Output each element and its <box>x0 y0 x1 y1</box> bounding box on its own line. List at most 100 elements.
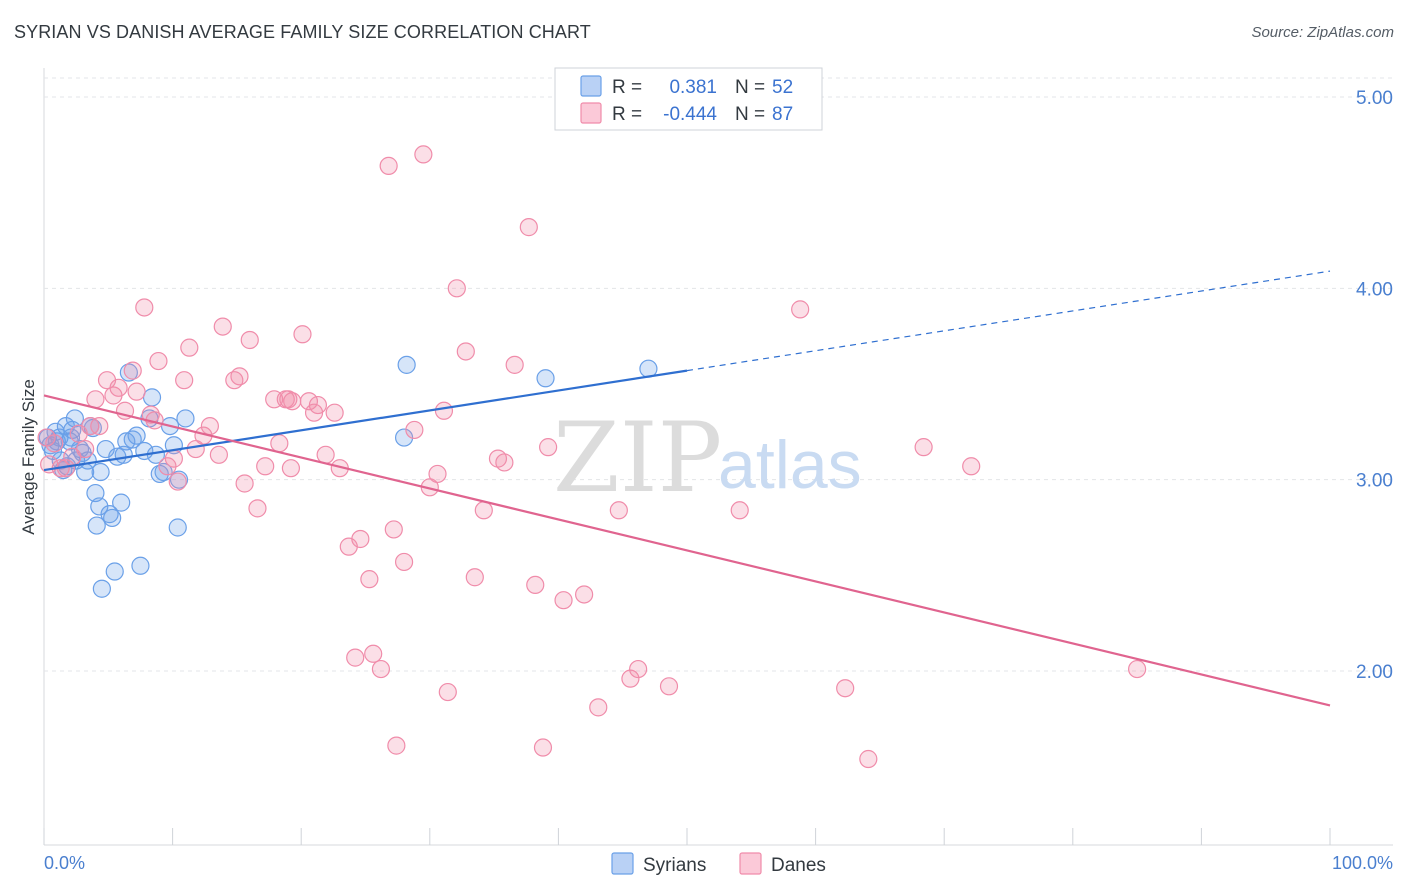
point-danes <box>379 156 398 175</box>
point-syrians <box>91 462 110 482</box>
point-danes <box>1127 659 1147 679</box>
y-tick-label: 5.00 <box>1356 88 1393 109</box>
source-label: Source: ZipAtlas.com <box>1251 24 1394 41</box>
legend-r-value-danes: -0.444 <box>663 104 717 125</box>
correlation-legend: R = 0.381 N = 52 R = -0.444 N = 87 <box>554 67 823 131</box>
bottom-legend-label-syrians: Syrians <box>643 855 706 876</box>
point-danes <box>168 472 187 491</box>
point-danes <box>589 698 608 717</box>
legend-r-value-syrians: 0.381 <box>669 77 717 98</box>
point-danes <box>256 457 275 476</box>
watermark-zip: ZIP <box>553 402 722 514</box>
point-danes <box>364 644 383 663</box>
point-danes <box>175 371 194 390</box>
point-danes <box>308 395 328 415</box>
point-syrians <box>112 493 131 512</box>
point-danes <box>299 392 319 411</box>
point-danes <box>213 317 232 336</box>
legend-r-label-syrians: R = <box>612 77 642 98</box>
x-tick-label-min: 0.0% <box>44 853 85 873</box>
point-danes <box>281 459 301 478</box>
point-danes <box>465 568 484 587</box>
point-danes <box>539 438 558 457</box>
y-axis-title: Average Family Size <box>19 379 38 535</box>
point-danes <box>384 520 403 539</box>
trend-line-danes <box>43 394 1331 707</box>
point-danes <box>164 449 183 468</box>
point-syrians <box>127 426 146 445</box>
point-syrians <box>92 579 111 598</box>
trend-extension-syrians <box>686 270 1331 372</box>
point-danes <box>270 434 289 453</box>
point-danes <box>554 591 573 610</box>
y-tick-label: 2.00 <box>1356 662 1393 683</box>
y-tick-label: 3.00 <box>1356 471 1393 492</box>
point-danes <box>387 736 406 755</box>
point-danes <box>180 338 199 357</box>
point-syrians <box>397 355 416 374</box>
bottom-legend-swatch-syrians <box>611 852 634 875</box>
point-danes <box>859 749 878 769</box>
point-danes <box>447 279 466 298</box>
point-danes <box>240 330 259 350</box>
point-danes <box>609 501 628 520</box>
point-syrians <box>142 388 162 407</box>
point-syrians <box>90 497 109 516</box>
legend-n-value-syrians: 52 <box>772 77 793 98</box>
legend-swatch-syrians <box>580 75 602 97</box>
point-danes <box>316 445 335 464</box>
point-syrians <box>536 369 555 388</box>
point-syrians <box>117 432 136 451</box>
point-danes <box>474 501 493 520</box>
point-danes <box>279 390 298 409</box>
point-syrians <box>103 508 122 528</box>
data-points <box>37 145 1147 769</box>
point-danes <box>405 420 424 440</box>
watermark-atlas: atlas <box>718 427 862 503</box>
chart-title: SYRIAN VS DANISH AVERAGE FAMILY SIZE COR… <box>14 22 591 42</box>
point-danes <box>109 378 128 397</box>
point-syrians <box>394 428 414 447</box>
point-danes <box>394 552 414 572</box>
point-syrians <box>176 409 195 428</box>
point-danes <box>149 351 168 371</box>
trend-lines <box>43 270 1331 707</box>
legend-n-label-syrians: N = <box>735 77 765 98</box>
x-tick-label-max: 100.0% <box>1332 853 1393 873</box>
point-danes <box>123 361 142 380</box>
point-danes <box>127 382 146 401</box>
point-danes <box>230 367 249 386</box>
point-danes <box>495 453 514 472</box>
point-danes <box>456 342 475 361</box>
point-danes <box>791 300 810 319</box>
point-danes <box>293 325 312 344</box>
point-danes <box>914 438 933 457</box>
point-danes <box>414 145 433 164</box>
point-danes <box>90 416 109 436</box>
point-syrians <box>168 518 187 537</box>
trend-line-syrians <box>43 369 688 472</box>
point-danes <box>325 403 344 422</box>
point-danes <box>428 464 447 484</box>
point-danes <box>434 401 454 420</box>
point-syrians <box>105 562 124 581</box>
point-danes <box>629 659 648 679</box>
point-danes <box>519 218 538 237</box>
bottom-legend-swatch-danes <box>739 852 762 875</box>
point-syrians <box>65 409 84 428</box>
point-danes <box>526 575 545 595</box>
y-tick-labels: 2.00 3.00 4.00 5.00 <box>1356 88 1393 683</box>
point-syrians <box>87 516 106 535</box>
point-syrians <box>131 556 150 575</box>
legend-swatch-danes <box>580 102 602 124</box>
point-danes <box>438 682 457 702</box>
point-danes <box>730 501 749 520</box>
legend-n-value-danes: 87 <box>772 104 793 125</box>
point-danes <box>505 355 524 374</box>
point-danes <box>45 434 64 453</box>
point-danes <box>836 679 855 698</box>
point-danes <box>76 439 95 459</box>
point-danes <box>135 298 154 317</box>
legend-r-label-danes: R = <box>612 104 642 125</box>
